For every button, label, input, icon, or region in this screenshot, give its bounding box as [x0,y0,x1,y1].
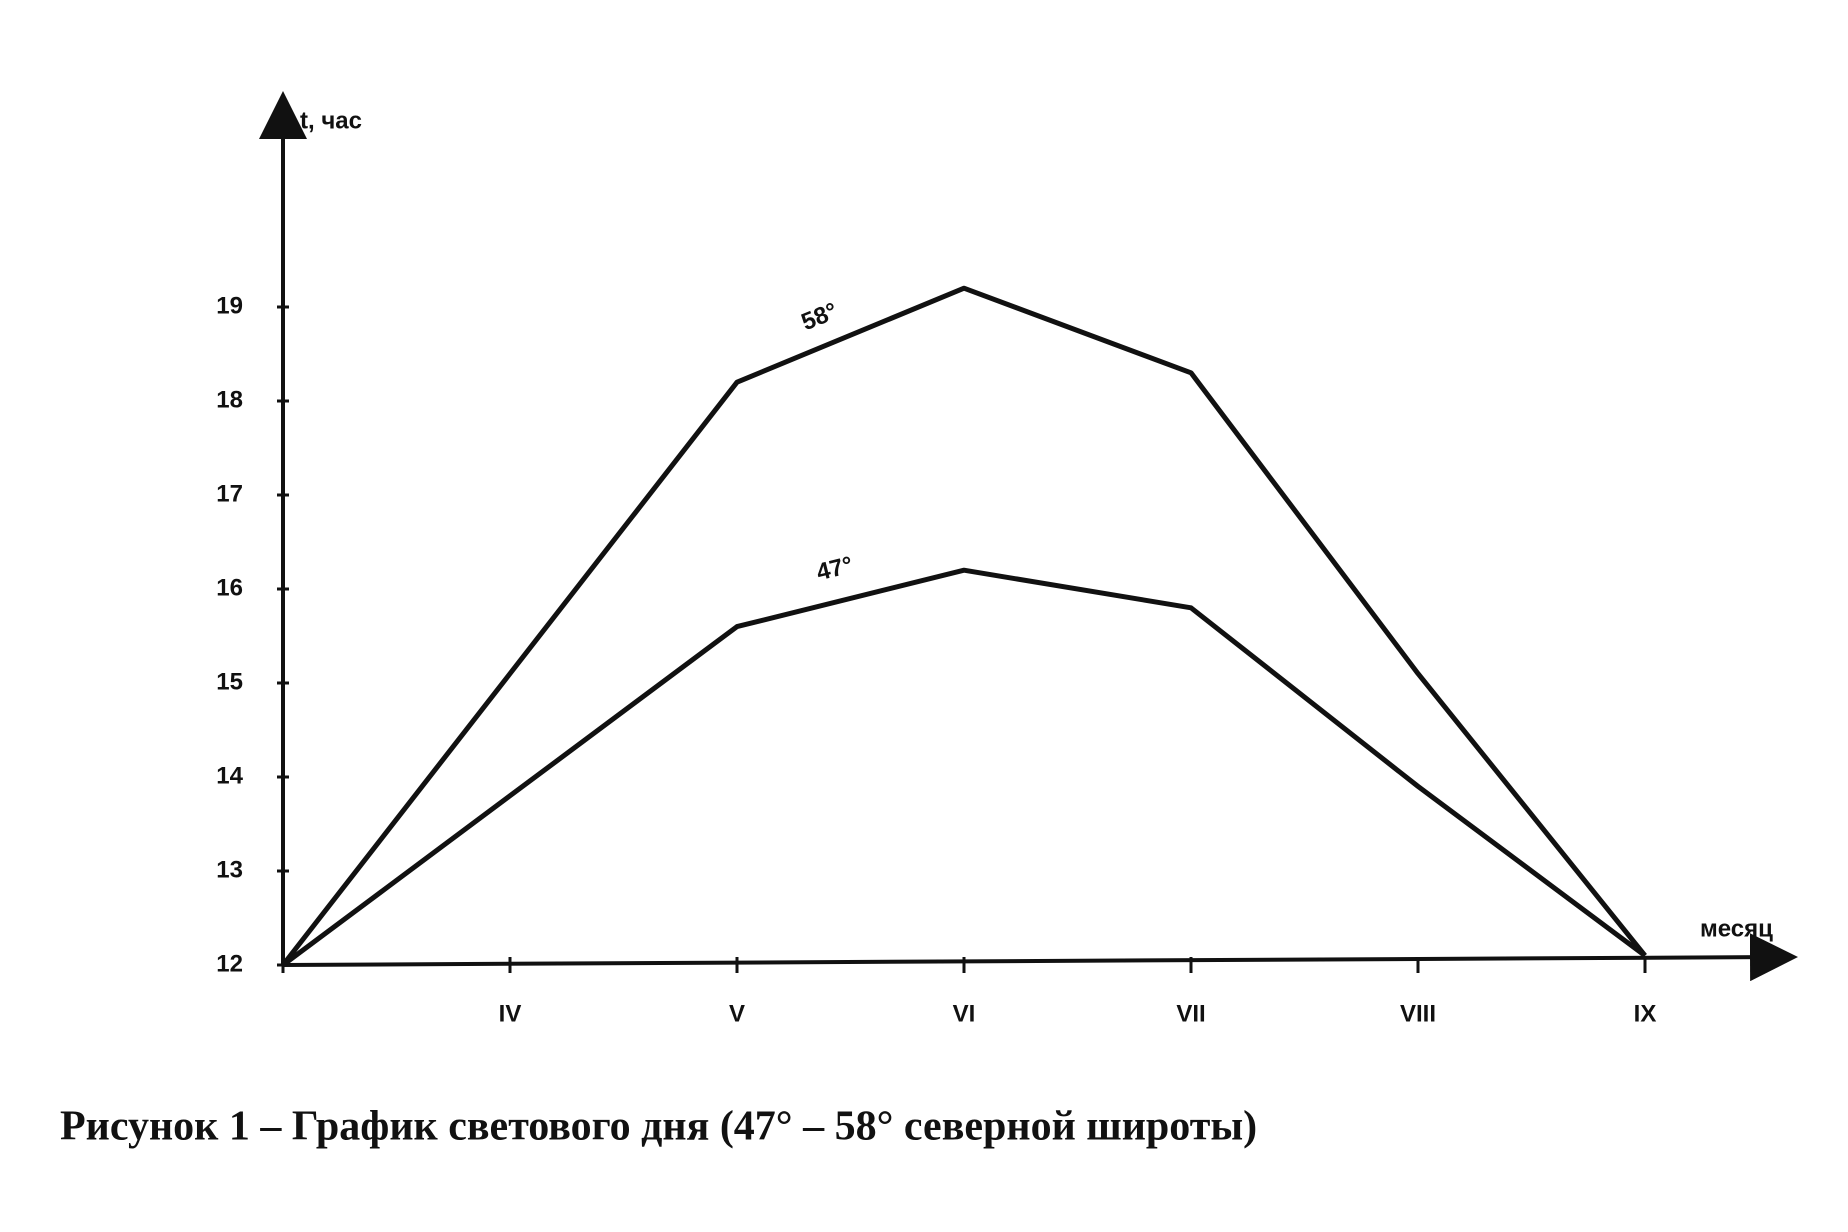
series-line [281,567,1647,968]
y-tick-label: 15 [216,668,243,695]
x-tick-label: VIII [1400,1000,1436,1027]
y-tick-label: 19 [216,292,243,319]
series-line [281,285,1647,967]
y-tick-label: 12 [216,950,243,977]
series-label: 47° [814,551,856,586]
y-tick-label: 16 [216,574,243,601]
x-tick-label: IX [1634,1000,1657,1027]
y-tick-label: 13 [216,856,243,883]
x-tick-label: VII [1176,1000,1205,1027]
y-axis-label: t, час [300,107,362,134]
x-axis-label: месяц [1700,915,1773,942]
chart-title: Рисунок 1 – График светового дня (47° – … [60,1104,1257,1150]
x-tick-label: VI [953,1000,976,1027]
x-axis [282,933,1798,982]
y-tick-label: 18 [216,386,243,413]
y-tick-label: 14 [216,762,243,789]
x-tick-label: V [729,1000,745,1027]
x-tick-label: IV [499,1000,522,1027]
y-tick-label: 17 [216,480,243,507]
series-label: 58° [798,298,842,337]
